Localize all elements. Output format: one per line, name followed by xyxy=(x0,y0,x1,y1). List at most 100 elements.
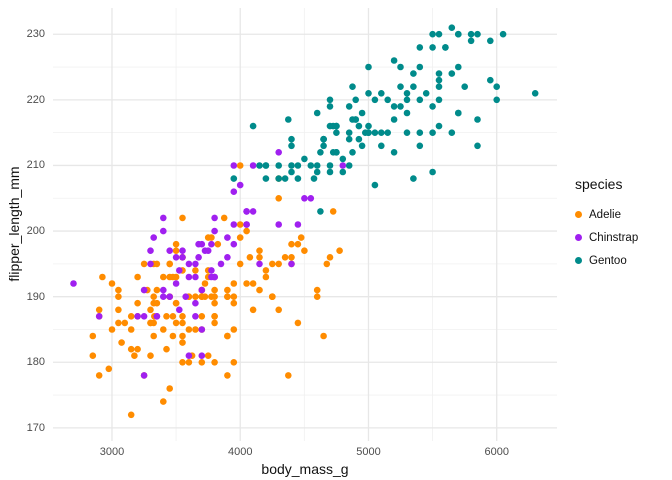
data-point-adelie xyxy=(192,326,199,333)
data-point-gentoo xyxy=(435,96,443,104)
data-point-chinstrap xyxy=(217,260,225,268)
data-point-gentoo xyxy=(416,44,424,51)
data-point-chinstrap xyxy=(166,293,173,301)
data-point-gentoo xyxy=(320,142,327,150)
data-point-chinstrap xyxy=(185,273,193,281)
data-point-gentoo xyxy=(397,63,404,71)
data-point-chinstrap xyxy=(224,234,231,241)
data-point-adelie xyxy=(150,319,157,327)
data-point-adelie xyxy=(230,326,238,333)
data-point-gentoo xyxy=(362,129,369,136)
data-point-adelie xyxy=(313,293,321,301)
legend-label-chinstrap: Chinstrap xyxy=(589,231,639,244)
data-point-gentoo xyxy=(474,142,481,150)
data-point-adelie xyxy=(211,319,218,327)
data-point-adelie xyxy=(224,332,231,340)
data-point-gentoo xyxy=(416,129,424,136)
data-point-gentoo xyxy=(448,70,456,77)
data-point-gentoo xyxy=(288,135,295,143)
data-point-chinstrap xyxy=(339,162,347,169)
data-point-gentoo xyxy=(474,30,481,38)
data-point-adelie xyxy=(179,332,186,340)
data-point-gentoo xyxy=(301,155,308,163)
data-point-chinstrap xyxy=(172,253,180,261)
data-point-gentoo xyxy=(435,83,443,90)
legend-dot-gentoo xyxy=(575,257,582,264)
data-point-adelie xyxy=(172,240,180,248)
data-point-adelie xyxy=(89,332,97,340)
data-point-chinstrap xyxy=(275,149,283,156)
data-point-chinstrap xyxy=(160,214,167,222)
data-point-gentoo xyxy=(390,103,398,110)
data-point-gentoo xyxy=(371,181,379,189)
data-point-adelie xyxy=(230,280,238,287)
data-point-chinstrap xyxy=(198,352,206,360)
data-point-gentoo xyxy=(313,168,321,176)
data-point-chinstrap xyxy=(153,313,161,320)
data-point-gentoo xyxy=(349,83,356,90)
data-point-adelie xyxy=(201,293,209,301)
legend-item-gentoo: Gentoo xyxy=(575,249,638,272)
data-point-chinstrap xyxy=(208,240,215,248)
data-point-adelie xyxy=(172,247,180,254)
data-point-gentoo xyxy=(358,142,366,150)
data-point-chinstrap xyxy=(208,273,215,281)
data-point-gentoo xyxy=(329,122,337,130)
data-point-gentoo xyxy=(422,90,430,97)
data-point-gentoo xyxy=(288,168,295,176)
data-point-gentoo xyxy=(288,142,295,150)
data-point-adelie xyxy=(150,332,157,340)
data-point-gentoo xyxy=(355,122,363,130)
data-point-adelie xyxy=(185,326,193,333)
data-point-gentoo xyxy=(349,149,356,156)
data-point-adelie xyxy=(115,306,122,314)
data-point-gentoo xyxy=(487,76,494,84)
legend-item-chinstrap: Chinstrap xyxy=(575,226,638,249)
data-point-adelie xyxy=(150,293,157,301)
data-point-adelie xyxy=(179,313,186,320)
data-point-adelie xyxy=(320,332,327,340)
data-point-adelie xyxy=(285,372,292,379)
data-point-adelie xyxy=(256,286,263,294)
data-point-gentoo xyxy=(435,76,443,84)
data-point-adelie xyxy=(323,260,331,268)
data-point-gentoo xyxy=(403,129,411,136)
data-point-gentoo xyxy=(384,129,392,136)
data-point-chinstrap xyxy=(166,247,173,254)
data-point-chinstrap xyxy=(249,162,257,169)
legend-label-gentoo: Gentoo xyxy=(589,254,627,267)
data-point-gentoo xyxy=(339,155,347,163)
data-point-gentoo xyxy=(313,162,321,169)
data-point-adelie xyxy=(115,319,122,327)
data-point-gentoo xyxy=(435,122,443,130)
data-point-gentoo xyxy=(429,168,436,176)
y-axis-title: flipper_length_mm xyxy=(6,166,22,282)
data-point-gentoo xyxy=(371,129,379,136)
data-point-gentoo xyxy=(326,168,334,176)
data-point-adelie xyxy=(131,352,138,360)
data-point-chinstrap xyxy=(301,195,308,202)
data-point-gentoo xyxy=(461,83,469,90)
data-point-adelie xyxy=(326,253,334,261)
data-point-adelie xyxy=(294,240,302,248)
data-point-gentoo xyxy=(435,70,443,77)
data-point-gentoo xyxy=(307,162,315,169)
data-point-adelie xyxy=(262,273,270,281)
data-point-gentoo xyxy=(410,70,417,77)
data-point-adelie xyxy=(243,280,250,287)
data-point-chinstrap xyxy=(294,221,302,228)
data-point-adelie xyxy=(329,208,337,215)
data-point-gentoo xyxy=(448,24,456,32)
x-tick-label: 3000 xyxy=(99,446,125,458)
data-point-gentoo xyxy=(416,96,424,104)
data-point-gentoo xyxy=(429,103,436,110)
data-point-chinstrap xyxy=(230,240,238,248)
data-point-chinstrap xyxy=(208,267,215,274)
data-point-gentoo xyxy=(294,162,302,169)
data-point-adelie xyxy=(214,240,222,248)
data-point-gentoo xyxy=(397,83,404,90)
data-point-adelie xyxy=(269,293,276,301)
data-point-adelie xyxy=(163,313,170,320)
data-point-adelie xyxy=(115,286,122,294)
